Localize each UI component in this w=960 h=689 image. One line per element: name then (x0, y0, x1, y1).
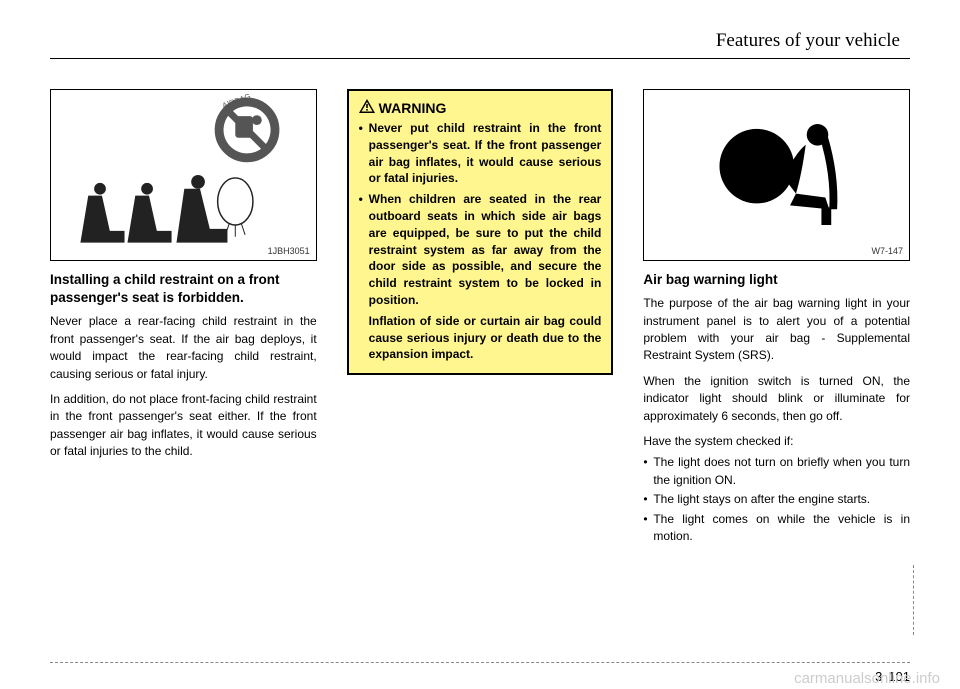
col3-li1: The light does not turn on briefly when … (643, 454, 910, 489)
header-title: Features of your vehicle (50, 30, 910, 52)
warning-p1: Inflation of side or curtain air bag cou… (359, 313, 602, 363)
columns: AIRBAG (50, 89, 910, 547)
watermark: carmanualsonline.info (794, 670, 940, 687)
col3-p3: Have the system checked if: (643, 433, 910, 450)
col1-subhead: Installing a child restraint on a front … (50, 271, 317, 307)
col3-p1: The purpose of the air bag warning light… (643, 295, 910, 365)
warning-item-2: When children are seated in the rear out… (359, 191, 602, 309)
col1-p1: Never place a rear-facing child restrain… (50, 313, 317, 383)
figure-label-1: 1JBH3051 (268, 246, 310, 256)
dashed-vertical (913, 565, 914, 635)
footer: 3101 (50, 662, 910, 669)
header-rule (50, 58, 910, 59)
warning-label: WARNING (379, 100, 447, 116)
col3-list: The light does not turn on briefly when … (643, 454, 910, 545)
warning-item-1: Never put child restraint in the front p… (359, 120, 602, 187)
figure-label-2: W7-147 (872, 246, 904, 256)
page-container: Features of your vehicle AIRBAG (0, 0, 960, 689)
warning-list: Never put child restraint in the front p… (359, 120, 602, 309)
child-restraint-illustration: AIRBAG (51, 90, 316, 260)
col3-li3: The light comes on while the vehicle is … (643, 511, 910, 546)
column-1: AIRBAG (50, 89, 317, 547)
col3-subhead: Air bag warning light (643, 271, 910, 289)
warning-triangle-icon (359, 99, 375, 116)
figure-airbag-light: W7-147 (643, 89, 910, 261)
figure-child-restraint: AIRBAG (50, 89, 317, 261)
column-3: W7-147 Air bag warning light The purpose… (643, 89, 910, 547)
column-2: WARNING Never put child restraint in the… (347, 89, 614, 547)
airbag-light-illustration (644, 90, 909, 260)
col3-li2: The light stays on after the engine star… (643, 491, 910, 508)
col3-p2: When the ignition switch is turned ON, t… (643, 373, 910, 425)
warning-title: WARNING (359, 99, 602, 116)
col1-p2: In addition, do not place front-facing c… (50, 391, 317, 461)
warning-box: WARNING Never put child restraint in the… (347, 89, 614, 375)
